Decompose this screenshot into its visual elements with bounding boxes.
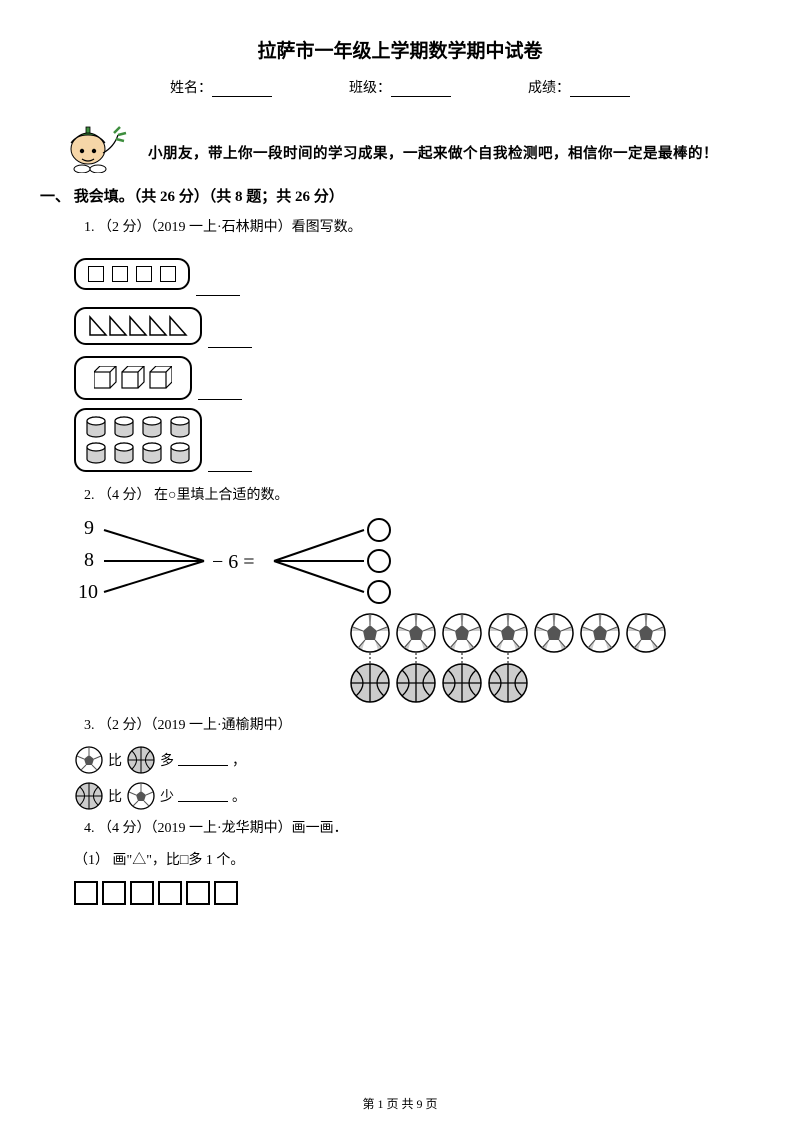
q2-diagram: 9 8 10 − 6 = [74,516,740,611]
q2-num-8: 8 [84,549,94,571]
q3-line2-period: 。 [232,786,246,806]
q4-squares-row [74,881,740,905]
page-title: 拉萨市一年级上学期数学期中试卷 [60,36,740,63]
class-input-line[interactable] [391,83,451,97]
q3-line2: 比 少 。 [74,781,740,811]
q3-line2-shao: 少 [160,786,174,806]
q2-num-10: 10 [78,581,98,603]
q1-squares-answer[interactable] [196,286,240,296]
intro-row: 小朋友，带上你一段时间的学习成果，一起来做个自我检测吧，相信你一定是最棒的！ [60,113,740,173]
q3-prompt: 3. （2 分）（2019 一上·通榆期中） [84,714,740,738]
q3-line1-duo: 多 [160,750,174,770]
q1-squares-box [74,252,240,296]
q3-balls-figure [350,613,740,708]
page-footer: 第 1 页 共 9 页 [0,1095,800,1112]
student-info-line: 姓名： 班级： 成绩： [60,77,740,97]
kid-cartoon-icon [60,113,130,173]
q4-sub1: （1） 画"△"，比□多 1 个。 [74,849,740,873]
q2-num-9: 9 [84,517,94,539]
q1-prompt: 1. （2 分）（2019 一上·石林期中）看图写数。 [84,216,740,240]
score-input-line[interactable] [570,83,630,97]
q4-prompt: 4. （4 分）（2019 一上·龙华期中）画一画． [84,817,740,841]
q3-line1-answer[interactable] [178,754,228,766]
section-1-heading: 一、 我会填。（共 26 分）（共 8 题；共 26 分） [40,185,740,206]
name-label: 姓名： [170,77,212,97]
q3-line2-answer[interactable] [178,790,228,802]
q3-line1: 比 多 ， [74,745,740,775]
svg-text:− 6 =: − 6 = [212,551,255,573]
intro-text: 小朋友，带上你一段时间的学习成果，一起来做个自我检测吧，相信你一定是最棒的！ [148,141,718,173]
q1-triangles-box [74,304,252,348]
q2-prompt: 2. （4 分） 在○里填上合适的数。 [84,484,740,508]
q3-line1-bi: 比 [108,750,122,770]
class-label: 班级： [349,77,391,97]
score-label: 成绩： [528,77,570,97]
q3-line2-bi: 比 [108,786,122,806]
q1-cubes-answer[interactable] [198,390,242,400]
q3-line1-comma: ， [232,750,246,770]
q1-triangles-answer[interactable] [208,338,252,348]
name-input-line[interactable] [212,83,272,97]
q1-cylinders-answer[interactable] [208,462,252,472]
q1-cylinders-box [74,408,252,472]
q1-cubes-box [74,356,242,400]
